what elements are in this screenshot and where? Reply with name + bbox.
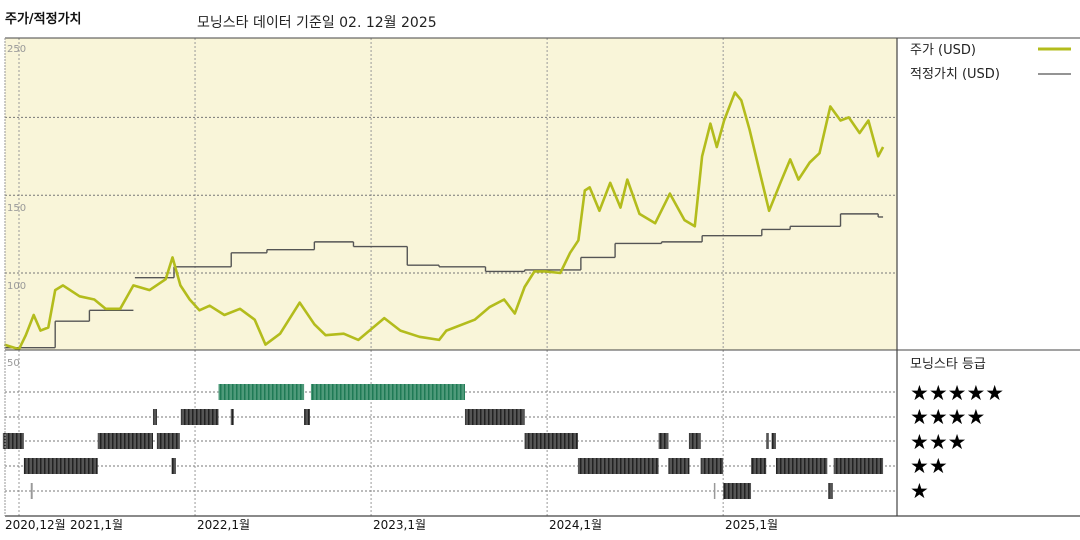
x-tick-2024-1: 2024,1월 [549,518,602,532]
rating-5-stars: ★★★★★ [910,381,1004,405]
rating-legend-title: 모닝스타 등급 [910,357,986,372]
rating-bar-3-star [688,433,701,449]
rating-bar-4-star [464,409,525,425]
rating-4-stars: ★★★★ [910,405,985,429]
rating-bar-2-star [23,458,98,474]
rating-bar-4-star [230,409,234,425]
x-tick-2025-1: 2025,1월 [725,518,778,532]
rating-bar-2-star [751,458,767,474]
rating-bar-2-star [171,458,176,474]
rating-bar-2-star [775,458,828,474]
rating-bars [2,384,884,499]
legend-fair-value-label: 적정가치 (USD) [910,67,1000,82]
rating-1-star: ★ [910,479,929,503]
rating-bar-2-star [668,458,690,474]
rating-bar-2-star [577,458,659,474]
x-axis-labels: 2020,12월 2021,1월 2022,1월 2023,1월 2024,1월… [5,518,778,532]
rating-bar-1-star [713,483,716,499]
rating-bar-5-star [310,384,465,400]
price-plot-background [5,38,897,350]
x-tick-2023-1: 2023,1월 [373,518,426,532]
rating-bar-3-star [156,433,180,449]
rating-bar-3-star [658,433,669,449]
price-series-line [3,91,885,351]
rating-bar-4-star [152,409,157,425]
rating-bar-3-star [524,433,578,449]
rating-bar-3-star [766,433,769,449]
rating-bar-5-star [218,384,305,400]
y-tick-50: 50 [7,358,20,369]
y-tick-100: 100 [7,281,26,292]
rating-bar-4-star [180,409,219,425]
rating-bar-1-star [828,483,833,499]
y-axis-ticks: 250 150 100 50 [7,44,26,369]
rating-bar-4-star [304,409,310,425]
rating-bar-3-star [97,433,153,449]
rating-bar-2-star [833,458,884,474]
x-tick-2021-1: 2021,1월 [70,518,123,532]
rating-bar-3-star [2,433,24,449]
rating-bar-1-star [30,483,33,499]
legend-price-label: 주가 (USD) [910,43,976,58]
rating-2-stars: ★★ [910,454,948,478]
rating-bar-3-star [771,433,776,449]
chart-title: 주가/적정가치 [5,12,82,27]
x-tick-2020-12: 2020,12월 [5,518,66,532]
y-tick-150: 150 [7,203,26,214]
rating-bar-1-star [723,483,752,499]
rating-bar-2-star [700,458,724,474]
x-tick-2022-1: 2022,1월 [197,518,250,532]
legend: 주가 (USD) 적정가치 (USD) 모닝스타 등급 ★★★★★ ★★★★ ★… [910,43,1071,503]
rating-3-stars: ★★★ [910,430,966,454]
y-tick-250: 250 [7,44,26,55]
data-date-subtitle: 모닝스타 데이터 기준일 02. 12월 2025 [197,15,437,31]
